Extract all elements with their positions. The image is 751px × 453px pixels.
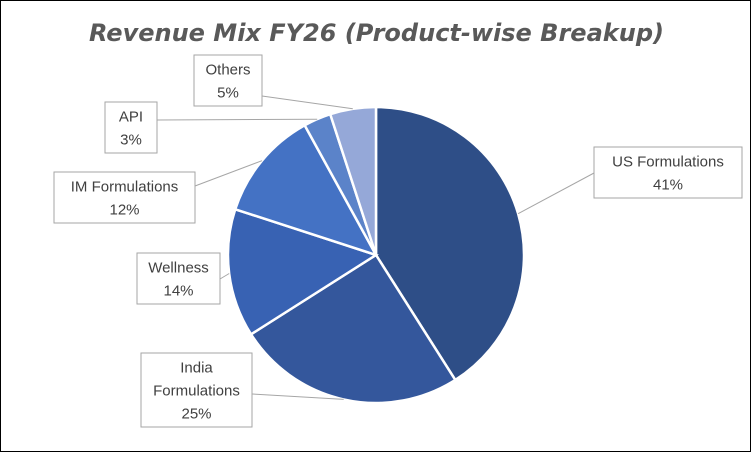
leader-line bbox=[517, 172, 595, 215]
leader-line bbox=[194, 160, 263, 187]
pie-slice-others bbox=[328, 105, 378, 256]
data-label-box bbox=[193, 54, 263, 107]
data-label-category: IM Formulations bbox=[71, 179, 179, 196]
data-label-im-formulations: IM Formulations 12% bbox=[53, 171, 196, 224]
data-label-category: Wellness bbox=[148, 260, 209, 277]
data-label-us-formulations: US Formulations 41% bbox=[593, 146, 743, 199]
data-label-category: India bbox=[180, 360, 213, 377]
data-label-box bbox=[140, 352, 253, 428]
data-label-category: Others bbox=[205, 62, 250, 79]
data-label-box bbox=[593, 146, 743, 199]
data-label-box bbox=[53, 171, 196, 224]
pie-slice-wellness bbox=[226, 207, 379, 337]
data-label-api: API 3% bbox=[104, 101, 158, 154]
data-label-value: 5% bbox=[217, 85, 239, 102]
leader-line bbox=[251, 393, 344, 400]
data-label-category: Formulations bbox=[153, 383, 240, 400]
leader-line bbox=[261, 95, 353, 110]
data-label-value: 3% bbox=[120, 132, 142, 149]
data-label-others: Others 5% bbox=[193, 54, 263, 107]
data-label-category: US Formulations bbox=[612, 154, 724, 171]
data-label-value: 41% bbox=[653, 177, 683, 194]
data-label-box bbox=[136, 252, 221, 305]
data-label-value: 12% bbox=[109, 202, 139, 219]
chart-title: Revenue Mix FY26 (Product-wise Breakup) bbox=[89, 19, 664, 47]
data-label-value: 14% bbox=[163, 283, 193, 300]
data-label-box bbox=[104, 101, 158, 154]
data-label-wellness: Wellness 14% bbox=[136, 252, 221, 305]
leader-line bbox=[219, 273, 230, 280]
data-label-india-formulations: India Formulations 25% bbox=[140, 352, 253, 428]
data-label-category: API bbox=[119, 109, 143, 126]
data-label-value: 25% bbox=[181, 406, 211, 423]
pie-slice-india-formulations bbox=[249, 253, 458, 405]
leader-line bbox=[156, 118, 318, 121]
